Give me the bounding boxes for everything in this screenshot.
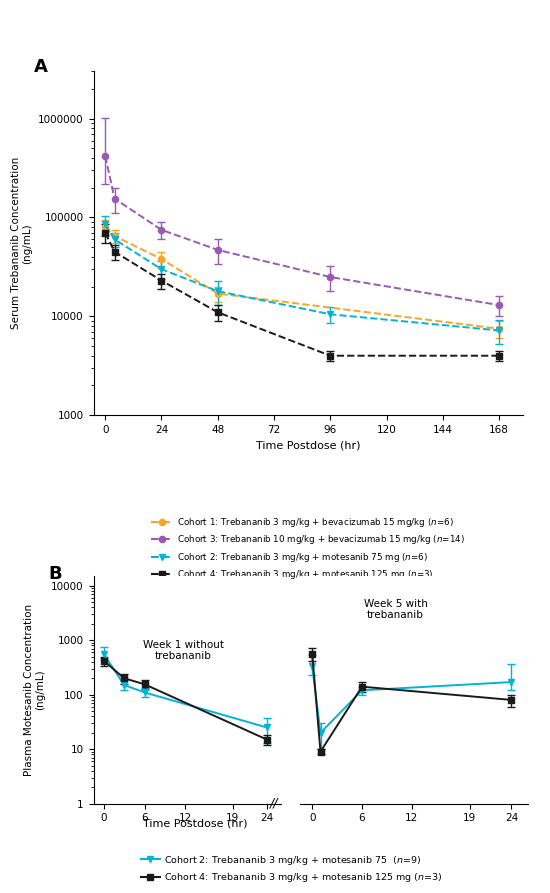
Text: Week 5 with
trebananib: Week 5 with trebananib [364, 599, 427, 621]
Text: B: B [48, 564, 62, 582]
Y-axis label: Serum Trebananib Concentration
(ng/mL): Serum Trebananib Concentration (ng/mL) [11, 157, 32, 330]
Legend: Cohort 2: Trebananib 3 mg/kg + motesanib 75  ($\it{n}$=9), Cohort 4: Trebananib : Cohort 2: Trebananib 3 mg/kg + motesanib… [137, 850, 446, 889]
Legend: Cohort 1: Trebananib 3 mg/kg + bevacizumab 15 mg/kg ($\it{n}$=6), Cohort 3: Treb: Cohort 1: Trebananib 3 mg/kg + bevacizum… [151, 516, 465, 581]
Text: Time Postdose (hr): Time Postdose (hr) [143, 819, 248, 829]
Y-axis label: Plasma Motesanib Concentration
(ng/mL): Plasma Motesanib Concentration (ng/mL) [24, 604, 46, 776]
Text: Week 1 without
trebananib: Week 1 without trebananib [143, 639, 224, 662]
Text: //: // [270, 797, 278, 810]
X-axis label: Time Postdose (hr): Time Postdose (hr) [256, 440, 360, 451]
Text: A: A [34, 58, 47, 76]
